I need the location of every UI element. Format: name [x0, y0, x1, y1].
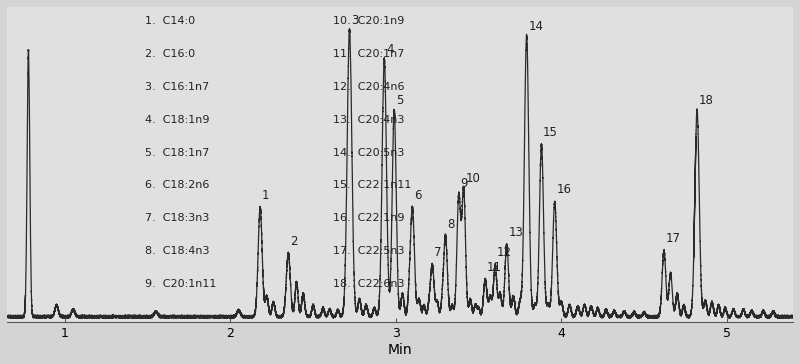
Text: 9: 9 — [461, 178, 468, 190]
Text: 3.  C16:1n7: 3. C16:1n7 — [145, 82, 209, 92]
Text: 11: 11 — [487, 261, 502, 274]
Text: 8: 8 — [447, 218, 454, 231]
Text: 11.  C20:1n7: 11. C20:1n7 — [333, 49, 405, 59]
Text: 5: 5 — [396, 94, 403, 107]
Text: 18.  C22:6n3: 18. C22:6n3 — [333, 279, 405, 289]
Text: 6.  C18:2n6: 6. C18:2n6 — [145, 181, 209, 190]
Text: 8.  C18:4n3: 8. C18:4n3 — [145, 246, 209, 256]
Text: 3: 3 — [351, 14, 358, 27]
Text: 7: 7 — [434, 246, 442, 259]
Text: 17: 17 — [666, 232, 681, 245]
X-axis label: Min: Min — [388, 343, 412, 357]
Text: 2: 2 — [290, 235, 298, 248]
Text: 15.  C22:1n11: 15. C22:1n11 — [333, 181, 411, 190]
Text: 12: 12 — [497, 246, 512, 259]
Text: 18: 18 — [698, 94, 714, 107]
Text: 1.  C14:0: 1. C14:0 — [145, 16, 194, 27]
Text: 4: 4 — [386, 43, 394, 56]
Text: 10: 10 — [466, 172, 480, 185]
Text: 17.  C22:5n3: 17. C22:5n3 — [333, 246, 405, 256]
Text: 16.  C22:1n9: 16. C22:1n9 — [333, 213, 405, 223]
Text: 14: 14 — [528, 20, 543, 33]
Text: 2.  C16:0: 2. C16:0 — [145, 49, 194, 59]
Text: 14.  C20:5n3: 14. C20:5n3 — [333, 148, 405, 158]
Text: 5.  C18:1n7: 5. C18:1n7 — [145, 148, 209, 158]
Text: 13.  C20:4n3: 13. C20:4n3 — [333, 115, 405, 125]
Text: 12.  C20:4n6: 12. C20:4n6 — [333, 82, 405, 92]
Text: 4.  C18:1n9: 4. C18:1n9 — [145, 115, 209, 125]
Text: 16: 16 — [556, 183, 571, 196]
Text: 7.  C18:3n3: 7. C18:3n3 — [145, 213, 209, 223]
Text: 9.  C20:1n11: 9. C20:1n11 — [145, 279, 216, 289]
Text: 1: 1 — [262, 189, 270, 202]
Text: 10.  C20:1n9: 10. C20:1n9 — [333, 16, 405, 27]
Text: 13: 13 — [509, 226, 523, 239]
Text: 15: 15 — [543, 126, 558, 139]
Text: 6: 6 — [414, 189, 422, 202]
